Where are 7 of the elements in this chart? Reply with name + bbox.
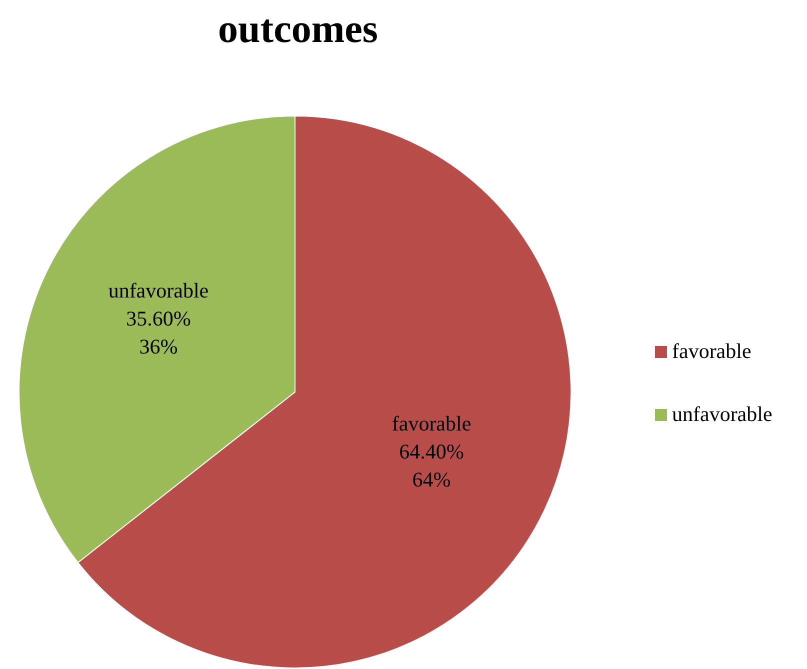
chart-title: outcomes [218, 6, 378, 51]
data-label: 64.40% 64% [399, 439, 464, 492]
data-label: 35.60% 36% [126, 306, 191, 359]
slice-label: unfavorable [108, 278, 209, 303]
legend-label: favorable [672, 339, 752, 363]
legend-label: unfavorable [672, 402, 772, 426]
slice-label: favorable [392, 411, 472, 436]
